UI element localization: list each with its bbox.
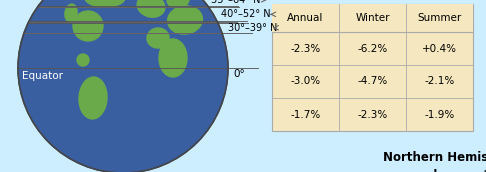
- Ellipse shape: [137, 0, 165, 17]
- Ellipse shape: [167, 0, 189, 8]
- Text: -2.1%: -2.1%: [424, 77, 454, 87]
- Text: -3.0%: -3.0%: [291, 77, 321, 87]
- Ellipse shape: [147, 28, 169, 48]
- Ellipse shape: [85, 0, 125, 7]
- Ellipse shape: [159, 39, 187, 77]
- Bar: [272, 4, 473, 32]
- Text: -6.2%: -6.2%: [357, 44, 388, 53]
- Text: 53°–64° N: 53°–64° N: [211, 0, 260, 5]
- Text: -2.3%: -2.3%: [357, 110, 388, 120]
- Ellipse shape: [79, 77, 107, 119]
- Ellipse shape: [77, 54, 89, 66]
- Ellipse shape: [65, 4, 77, 22]
- Text: +0.4%: +0.4%: [422, 44, 457, 53]
- Text: -2.3%: -2.3%: [290, 44, 321, 53]
- Text: Northern Hemisphere
ozone change, 1969–1986: Northern Hemisphere ozone change, 1969–1…: [382, 151, 486, 172]
- Text: Annual: Annual: [287, 13, 324, 23]
- Text: -1.9%: -1.9%: [424, 110, 454, 120]
- Text: -4.7%: -4.7%: [357, 77, 388, 87]
- Text: Summer: Summer: [417, 13, 462, 23]
- Bar: [272, 4, 473, 131]
- Text: 30°–39° N: 30°–39° N: [228, 23, 278, 33]
- Text: Equator: Equator: [22, 71, 63, 81]
- Text: Winter: Winter: [355, 13, 390, 23]
- Text: 40°–52° N: 40°–52° N: [221, 9, 271, 19]
- Text: 0°: 0°: [233, 69, 245, 79]
- Ellipse shape: [168, 6, 203, 34]
- Ellipse shape: [73, 11, 103, 41]
- Text: -1.7%: -1.7%: [290, 110, 321, 120]
- Circle shape: [18, 0, 228, 172]
